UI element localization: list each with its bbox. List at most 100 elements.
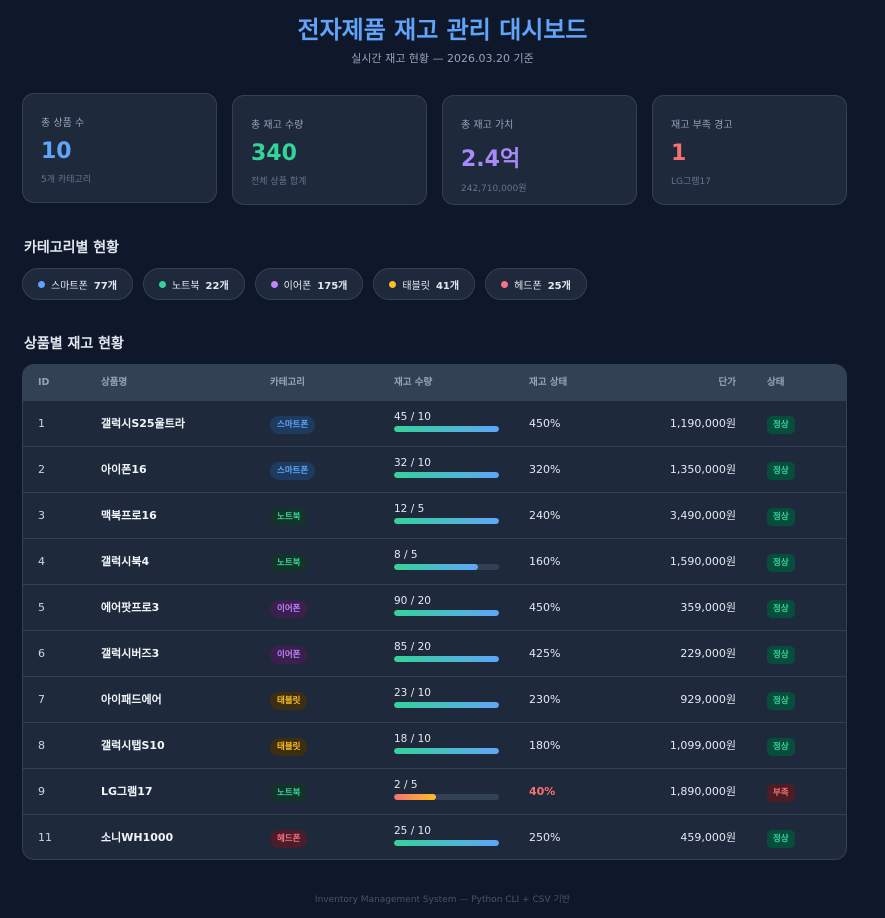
unit-price: 459,000원 bbox=[680, 831, 736, 844]
stock-quantity: 2 / 5 bbox=[394, 779, 418, 791]
stock-bar bbox=[394, 748, 499, 754]
unit-price: 1,590,000원 bbox=[669, 555, 736, 568]
table-header: ID 상품명 카테고리 재고 수량 재고 상태 단가 상태 bbox=[23, 365, 846, 401]
status-badge: 정상 bbox=[767, 554, 795, 572]
status-badge: 정상 bbox=[767, 462, 795, 480]
stock-bar-fill bbox=[394, 426, 499, 432]
stock-quantity: 45 / 10 bbox=[394, 411, 431, 423]
category-badge: 스마트폰 bbox=[270, 416, 316, 434]
product-name: 갤럭시S25울트라 bbox=[101, 417, 185, 430]
table-row[interactable]: 5 에어팟프로3 이어폰 90 / 20 450% 359,000원 정상 bbox=[23, 585, 846, 631]
table-row[interactable]: 7 아이패드에어 태블릿 23 / 10 230% 929,000원 정상 bbox=[23, 677, 846, 723]
category-name: 태블릿 bbox=[402, 280, 430, 292]
product-name: LG그램17 bbox=[101, 785, 153, 798]
stat-card-sub: LG그램17 bbox=[671, 177, 712, 187]
stock-quantity: 12 / 5 bbox=[394, 503, 425, 515]
stat-card: 총 상품 수 10 5개 카테고리 bbox=[22, 93, 217, 203]
stat-card-value: 2.4억 bbox=[461, 147, 521, 172]
stat-card-value: 1 bbox=[671, 141, 687, 166]
table-row[interactable]: 4 갤럭시북4 노트북 8 / 5 160% 1,590,000원 정상 bbox=[23, 539, 846, 585]
stock-bar bbox=[394, 702, 499, 708]
stock-bar-fill bbox=[394, 794, 436, 800]
stock-quantity: 25 / 10 bbox=[394, 825, 431, 837]
stock-percent: 425% bbox=[529, 647, 561, 660]
stock-percent: 450% bbox=[529, 601, 561, 614]
product-name: 갤럭시버즈3 bbox=[101, 647, 160, 660]
category-pill[interactable]: 이어폰 175개 bbox=[254, 268, 364, 300]
category-pill[interactable]: 노트북 22개 bbox=[142, 268, 245, 300]
stock-quantity: 85 / 20 bbox=[394, 641, 431, 653]
status-badge: 정상 bbox=[767, 646, 795, 664]
stat-card-sub: 242,710,000원 bbox=[461, 184, 527, 194]
stat-card-label: 총 재고 수량 bbox=[251, 120, 304, 131]
footer: Inventory Management System — Python CLI… bbox=[314, 895, 571, 905]
row-id: 11 bbox=[38, 831, 52, 844]
column-header: 상태 bbox=[767, 377, 785, 388]
stat-card-sub: 5개 카테고리 bbox=[41, 175, 91, 185]
stat-card: 총 재고 가치 2.4억 242,710,000원 bbox=[442, 95, 637, 205]
category-dot-icon bbox=[270, 280, 278, 288]
category-pill[interactable]: 태블릿 41개 bbox=[373, 268, 476, 300]
stock-bar-fill bbox=[394, 840, 499, 846]
table-row[interactable]: 8 갤럭시탭S10 태블릿 18 / 10 180% 1,099,000원 정상 bbox=[23, 723, 846, 769]
stock-bar bbox=[394, 656, 499, 662]
stat-card-label: 총 상품 수 bbox=[41, 118, 85, 129]
category-section-title: 카테고리별 현황 bbox=[24, 240, 120, 256]
stat-card: 총 재고 수량 340 전체 상품 합계 bbox=[232, 95, 427, 205]
category-name: 스마트폰 bbox=[51, 280, 88, 292]
stock-percent: 450% bbox=[529, 417, 561, 430]
product-name: 갤럭시탭S10 bbox=[101, 739, 165, 752]
table-row[interactable]: 9 LG그램17 노트북 2 / 5 40% 1,890,000원 부족 bbox=[23, 769, 846, 815]
product-name: 아이폰16 bbox=[101, 463, 147, 476]
category-pill[interactable]: 스마트폰 77개 bbox=[22, 268, 133, 300]
unit-price: 3,490,000원 bbox=[669, 509, 736, 522]
table-row[interactable]: 2 아이폰16 스마트폰 32 / 10 320% 1,350,000원 정상 bbox=[23, 447, 846, 493]
unit-price: 1,099,000원 bbox=[669, 739, 736, 752]
row-id: 1 bbox=[38, 417, 45, 430]
product-name: 아이패드에어 bbox=[101, 693, 162, 706]
stock-bar-fill bbox=[394, 472, 499, 478]
row-id: 8 bbox=[38, 739, 45, 752]
category-count: 25개 bbox=[547, 280, 571, 292]
stat-card-sub: 전체 상품 합계 bbox=[251, 177, 307, 187]
product-name: 에어팟프로3 bbox=[101, 601, 160, 614]
table-body: 1 갤럭시S25울트라 스마트폰 45 / 10 450% 1,190,000원 정상 2 아이… bbox=[23, 401, 846, 859]
stock-bar-fill bbox=[394, 564, 478, 570]
unit-price: 1,890,000원 bbox=[669, 785, 736, 798]
table-row[interactable]: 3 맥북프로16 노트북 12 / 5 240% 3,490,000원 정상 bbox=[23, 493, 846, 539]
row-id: 6 bbox=[38, 647, 45, 660]
category-name: 헤드폰 bbox=[514, 280, 542, 292]
stock-bar bbox=[394, 426, 499, 432]
table-row[interactable]: 11 소니WH1000 헤드폰 25 / 10 250% 459,000원 정상 bbox=[23, 815, 846, 859]
category-badge: 노트북 bbox=[270, 508, 308, 526]
stock-percent: 230% bbox=[529, 693, 561, 706]
stock-quantity: 23 / 10 bbox=[394, 687, 431, 699]
category-badge: 헤드폰 bbox=[270, 830, 308, 848]
status-badge: 정상 bbox=[767, 508, 795, 526]
category-name: 노트북 bbox=[171, 280, 200, 292]
unit-price: 359,000원 bbox=[680, 601, 736, 614]
status-badge: 정상 bbox=[767, 692, 795, 710]
table-row[interactable]: 1 갤럭시S25울트라 스마트폰 45 / 10 450% 1,190,000원 정상 bbox=[23, 401, 846, 447]
category-count: 22개 bbox=[205, 280, 229, 292]
category-badge: 노트북 bbox=[270, 554, 308, 572]
category-pills: 스마트폰 77개 노트북 22개 이어폰 175개 태블릿 41개 헤드폰 25개 bbox=[22, 268, 587, 300]
category-count: 41개 bbox=[435, 280, 460, 292]
row-id: 7 bbox=[38, 693, 45, 706]
stock-percent: 180% bbox=[529, 739, 561, 752]
category-dot-icon bbox=[501, 280, 509, 288]
column-header: 단가 bbox=[718, 377, 736, 388]
stock-bar-fill bbox=[394, 610, 499, 616]
unit-price: 1,190,000원 bbox=[669, 417, 736, 430]
inventory-table: ID 상품명 카테고리 재고 수량 재고 상태 단가 상태 1 갤럭시S25울트라 스마트폰 45… bbox=[22, 364, 847, 860]
row-id: 3 bbox=[38, 509, 45, 522]
table-row[interactable]: 6 갤럭시버즈3 이어폰 85 / 20 425% 229,000원 정상 bbox=[23, 631, 846, 677]
stock-percent: 320% bbox=[529, 463, 561, 476]
stock-bar bbox=[394, 840, 499, 846]
category-badge: 노트북 bbox=[270, 784, 308, 802]
stock-percent: 40% bbox=[529, 785, 556, 798]
stock-bar bbox=[394, 518, 499, 524]
category-pill[interactable]: 헤드폰 25개 bbox=[485, 268, 587, 300]
category-badge: 스마트폰 bbox=[270, 462, 316, 480]
stock-quantity: 8 / 5 bbox=[394, 549, 418, 561]
